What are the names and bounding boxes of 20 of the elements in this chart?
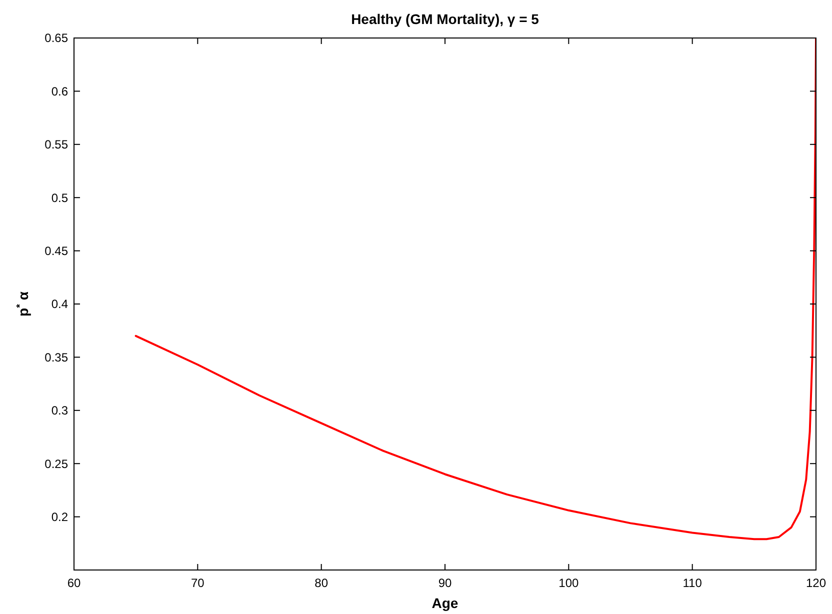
y-tick-label: 0.35 — [44, 350, 68, 364]
x-tick-label: 110 — [682, 576, 702, 590]
x-tick-label: 60 — [67, 576, 81, 590]
y-tick-label: 0.4 — [51, 297, 68, 312]
y-tick-label: 0.45 — [44, 244, 68, 258]
x-tick-label: 120 — [806, 576, 826, 590]
x-axis-title: Age — [432, 595, 458, 611]
line-series — [134, 38, 816, 540]
x-tick-label: 70 — [190, 576, 205, 590]
y-tick-label: 0.65 — [44, 31, 68, 46]
chart-title: Healthy (GM Mortality), γ = 5 — [351, 11, 540, 27]
y-tick-label: 0.3 — [51, 404, 68, 418]
y-tick-label: 0.55 — [44, 138, 68, 152]
y-tick-label: 0.5 — [51, 190, 68, 205]
x-tick-label: 90 — [438, 576, 452, 590]
y-tick-label: 0.6 — [51, 84, 68, 98]
y-tick-label: 0.2 — [51, 510, 68, 524]
y-tick-label: 0.25 — [44, 456, 68, 471]
x-tick-label: 100 — [558, 576, 579, 590]
x-tick-label: 80 — [314, 576, 328, 590]
